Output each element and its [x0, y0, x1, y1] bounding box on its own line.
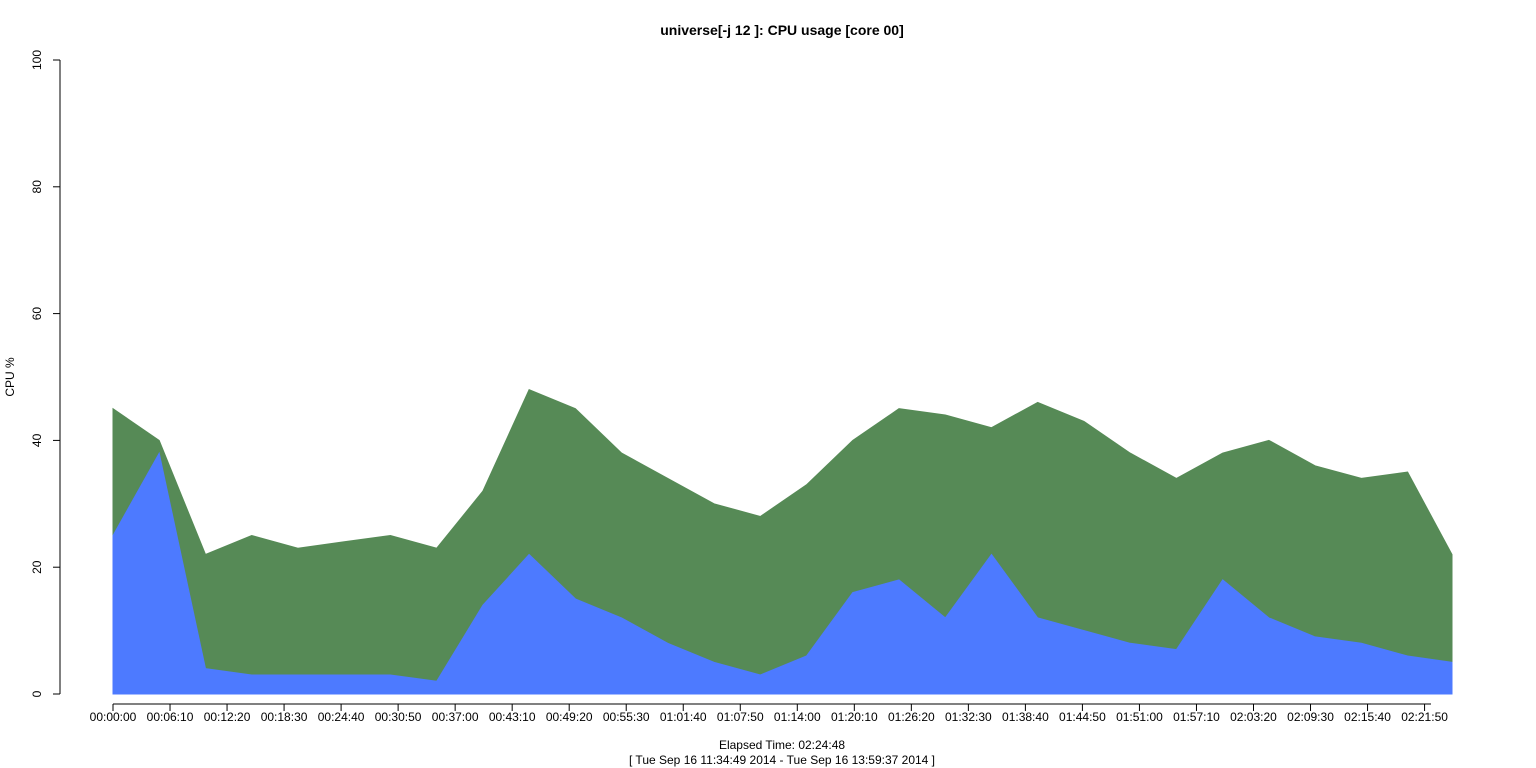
x-axis: 00:00:00 00:06:10 00:12:20 00:18:30 00:24:40… [90, 703, 1448, 724]
y-tick-label: 0 [30, 690, 44, 697]
x-tick-label: 01:57:10 [1173, 710, 1220, 724]
x-axis-label: Elapsed Time: 02:24:48 [719, 738, 845, 752]
x-axis-time-range: [ Tue Sep 16 11:34:49 2014 - Tue Sep 16 … [629, 753, 935, 767]
x-tick-label: 01:51:00 [1116, 710, 1163, 724]
x-tick-label: 01:01:40 [660, 710, 707, 724]
x-tick-label: 01:44:50 [1059, 710, 1106, 724]
x-tick-label: 00:24:40 [318, 710, 365, 724]
x-tick-label: 02:09:30 [1287, 710, 1334, 724]
x-tick-label: 00:00:00 [90, 710, 137, 724]
x-tick-label: 01:07:50 [717, 710, 764, 724]
x-tick-label: 01:14:00 [774, 710, 821, 724]
series-area-layer [112, 389, 1453, 695]
x-tick-label: 01:20:10 [831, 710, 878, 724]
x-tick-label: 00:43:10 [489, 710, 536, 724]
x-tick-label: 01:32:30 [945, 710, 992, 724]
y-axis: 0 20 40 60 80 100 [30, 50, 61, 697]
y-tick-label: 60 [30, 307, 44, 321]
x-tick-label: 00:55:30 [603, 710, 650, 724]
y-tick-label: 100 [30, 50, 44, 70]
series-user-area [112, 451, 1453, 695]
x-tick-label: 00:12:20 [204, 710, 251, 724]
y-axis-label: CPU % [3, 357, 17, 397]
x-tick-label: 00:18:30 [261, 710, 308, 724]
y-tick-label: 20 [30, 560, 44, 574]
x-tick-label: 01:26:20 [888, 710, 935, 724]
chart-title: universe[-j 12 ]: CPU usage [core 00] [660, 22, 904, 38]
x-tick-label: 00:30:50 [375, 710, 422, 724]
x-tick-label: 02:03:20 [1230, 710, 1277, 724]
x-tick-label: 00:06:10 [147, 710, 194, 724]
x-tick-label: 01:38:40 [1002, 710, 1049, 724]
x-tick-label: 00:49:20 [546, 710, 593, 724]
y-tick-label: 80 [30, 180, 44, 194]
x-tick-label: 02:15:40 [1344, 710, 1391, 724]
series-total-area [112, 389, 1453, 695]
y-tick-label: 40 [30, 433, 44, 447]
x-tick-label: 02:21:50 [1401, 710, 1448, 724]
x-tick-label: 00:37:00 [432, 710, 479, 724]
